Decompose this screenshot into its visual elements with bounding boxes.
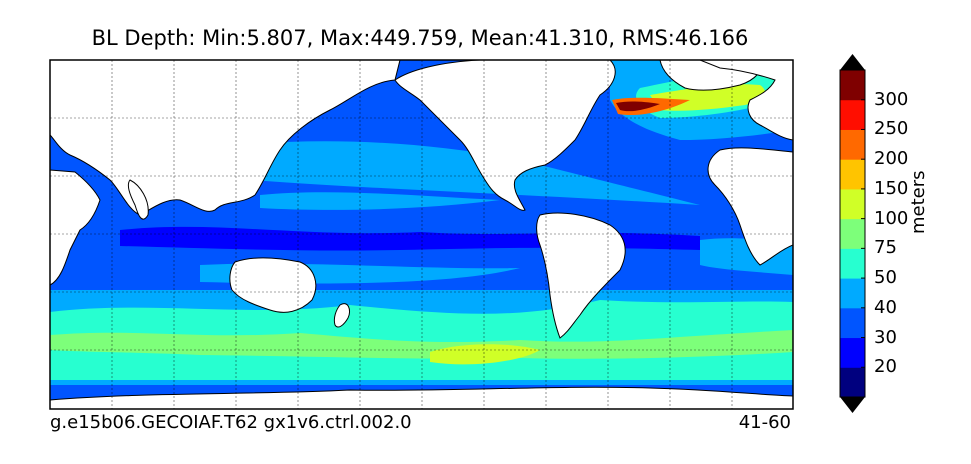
- colorbar-frame: [839, 69, 866, 398]
- eurasia: [50, 60, 401, 216]
- antarctica: [50, 386, 793, 409]
- australia: [229, 257, 317, 313]
- colorbar-segment: [840, 337, 865, 368]
- india: [127, 179, 149, 220]
- north-pacific-lightblue: [200, 141, 700, 205]
- colorbar-tick-label: 250: [874, 118, 909, 140]
- years-label: 41-60: [738, 412, 791, 433]
- colorbar-units-label: meters: [908, 170, 929, 234]
- colorbar-segment: [840, 188, 865, 220]
- plot-title: BL Depth: Min:5.807, Max:449.759, Mean:4…: [91, 26, 749, 50]
- colorbar-tick-label: 200: [874, 148, 909, 170]
- land-masses: [50, 60, 793, 409]
- africa-east: [50, 169, 101, 286]
- colorbar-segment: [840, 307, 865, 339]
- colorbar-segment: [840, 218, 865, 249]
- map-panel: [50, 60, 793, 409]
- colorbar-tick-label: 50: [874, 267, 897, 289]
- southern-ocean-yellow: [430, 344, 540, 365]
- colorbar-tick-label: 150: [874, 177, 909, 199]
- new-zealand: [333, 303, 351, 328]
- colorbar-segment: [840, 129, 865, 160]
- north-america: [394, 60, 616, 211]
- colorbar-tick-label: 40: [874, 296, 897, 318]
- colorbar-segment: [840, 278, 865, 309]
- colorbar-segment: [840, 70, 865, 101]
- europe: [699, 60, 793, 141]
- case-name-label: g.e15b06.GECOIAF.T62 gx1v6.ctrl.002.0: [50, 412, 412, 433]
- colorbar-min-arrow: [840, 397, 865, 413]
- colorbar-segment: [840, 248, 865, 279]
- colorbar-max-arrow: [840, 54, 865, 70]
- colorbar-tick-label: 100: [874, 207, 909, 229]
- colorbar-tick-label: 30: [874, 326, 897, 348]
- colorbar: [839, 54, 866, 413]
- map-frame: [49, 59, 794, 410]
- colorbar-tick-label: 20: [874, 356, 897, 378]
- colorbar-tick-label: 75: [874, 237, 897, 259]
- south-america: [536, 212, 626, 339]
- colorbar-tick-label: 300: [874, 88, 909, 110]
- colorbar-segment: [840, 99, 865, 130]
- colorbar-segment: [840, 367, 865, 398]
- colorbar-segment: [840, 159, 865, 190]
- africa-west: [707, 147, 793, 266]
